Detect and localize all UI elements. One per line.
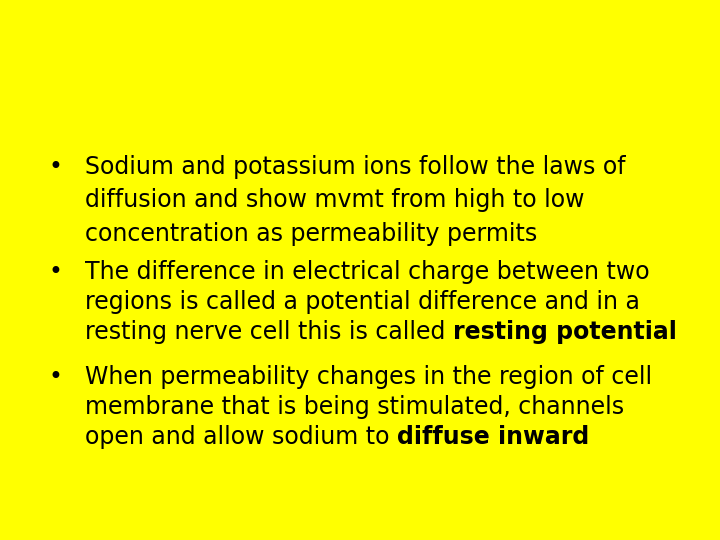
Text: open and allow sodium to: open and allow sodium to bbox=[85, 425, 397, 449]
Text: Sodium and potassium ions follow the laws of
diffusion and show mvmt from high t: Sodium and potassium ions follow the law… bbox=[85, 155, 626, 246]
Text: membrane that is being stimulated, channels: membrane that is being stimulated, chann… bbox=[85, 395, 624, 419]
Text: •: • bbox=[48, 365, 62, 389]
Text: •: • bbox=[48, 260, 62, 284]
Text: The difference in electrical charge between two: The difference in electrical charge betw… bbox=[85, 260, 649, 284]
Text: regions is called a potential difference and in a: regions is called a potential difference… bbox=[85, 290, 640, 314]
Text: diffuse inward: diffuse inward bbox=[397, 425, 589, 449]
Text: resting nerve cell this is called: resting nerve cell this is called bbox=[85, 320, 453, 344]
Text: resting potential: resting potential bbox=[453, 320, 677, 344]
Text: •: • bbox=[48, 155, 62, 179]
Text: When permeability changes in the region of cell: When permeability changes in the region … bbox=[85, 365, 652, 389]
